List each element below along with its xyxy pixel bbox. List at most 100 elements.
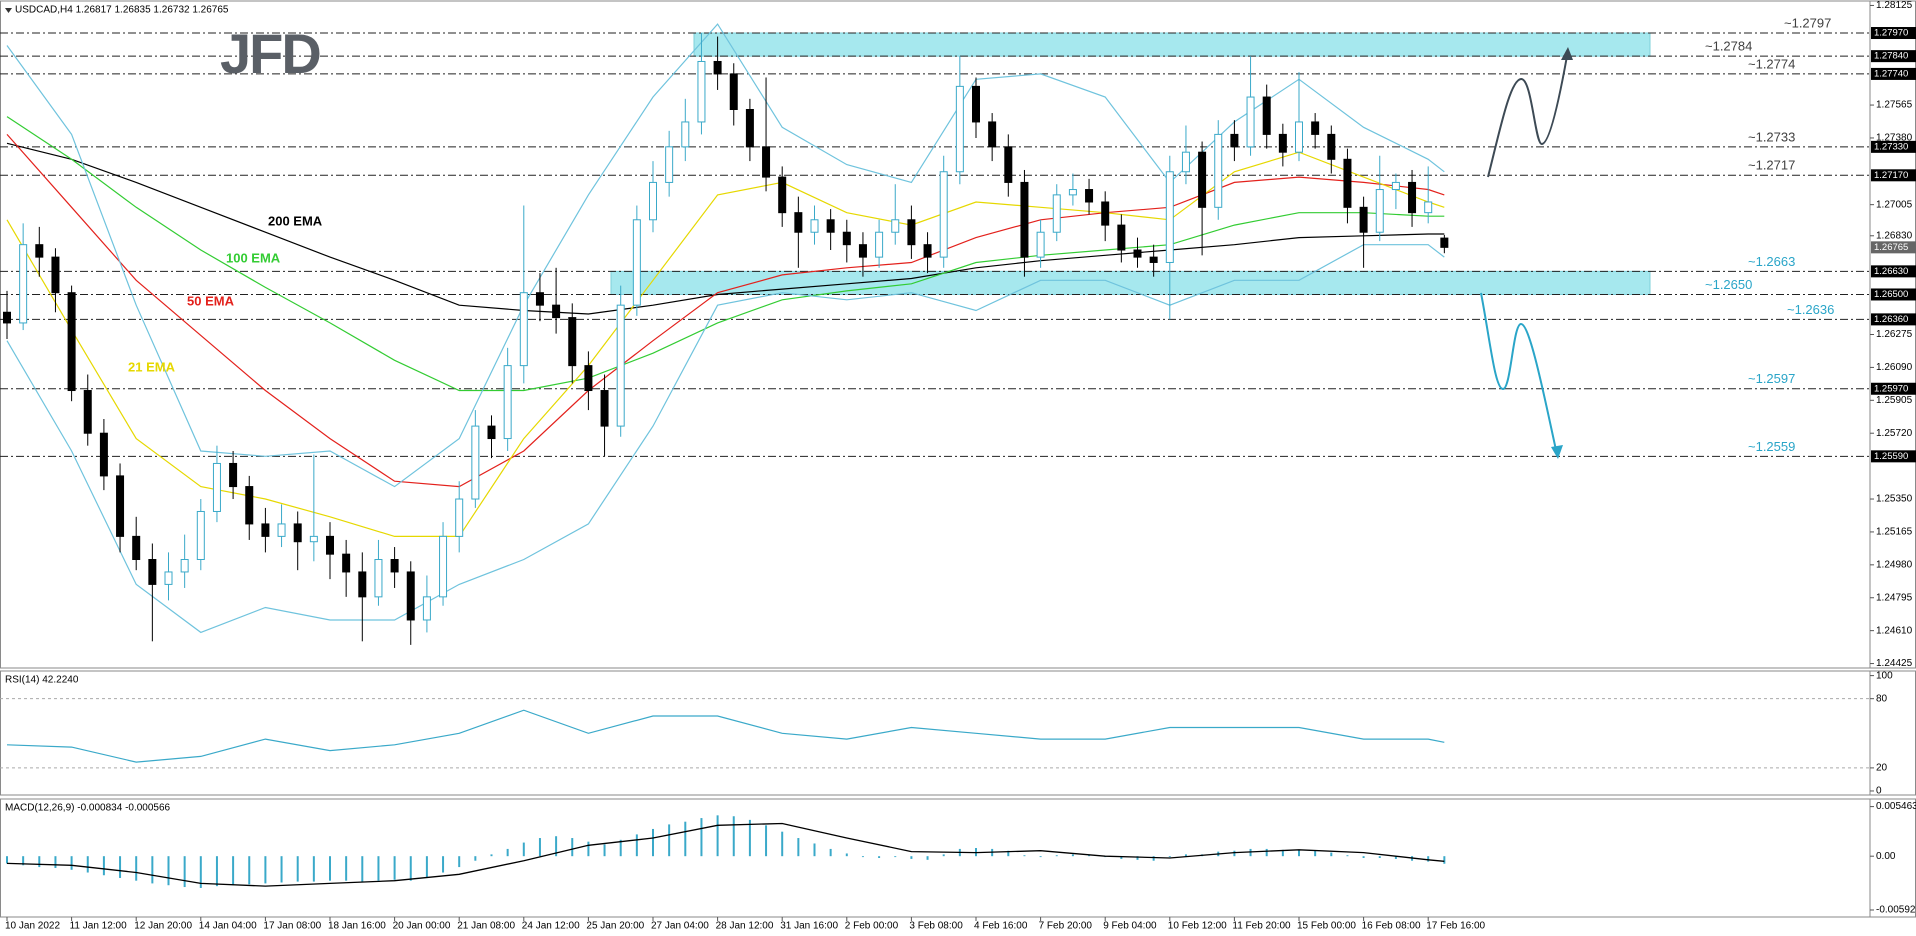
candle-body [487, 425, 496, 440]
ema-line [6, 151, 1445, 537]
x-tick-label: 21 Jan 08:00 [457, 921, 515, 932]
x-tick-label: 31 Jan 16:00 [780, 921, 838, 932]
candle-body [1117, 224, 1126, 251]
level-axis-label: 1.27170 [1874, 170, 1908, 181]
x-tick-label: 4 Feb 16:00 [974, 921, 1028, 932]
level-label: ~1.2559 [1748, 439, 1795, 454]
candle-body [326, 535, 334, 555]
y-tick-label: 1.24980 [1876, 559, 1913, 570]
level-axis-label: 1.26360 [1874, 314, 1908, 325]
candle-body [552, 304, 561, 319]
level-label: ~1.2650 [1705, 277, 1752, 292]
panel-title: RSI(14) 42.2240 [5, 675, 79, 686]
candle-body [196, 510, 205, 561]
candle-body [422, 596, 431, 621]
candle-body [1052, 194, 1061, 233]
level-axis-label: 1.27840 [1874, 51, 1908, 62]
candle-body [1246, 96, 1255, 148]
candle-body [1408, 181, 1417, 214]
candle-body [907, 219, 916, 246]
arrow-head [1561, 47, 1573, 60]
candle-body [455, 498, 464, 537]
x-tick-label: 28 Jan 12:00 [716, 921, 774, 932]
symbol-icon [5, 8, 12, 13]
candle-body [293, 523, 302, 543]
candle-body [1327, 133, 1336, 160]
candle-body [99, 432, 108, 477]
candle-body [1068, 189, 1077, 196]
candle-body [1359, 206, 1368, 233]
x-tick-label: 10 Jan 2022 [5, 921, 60, 932]
x-tick-label: 17 Feb 16:00 [1426, 921, 1485, 932]
candle-body [1101, 201, 1110, 226]
level-axis-box [1871, 450, 1916, 463]
candle-body [261, 523, 270, 537]
x-tick-label: 20 Jan 00:00 [393, 921, 451, 932]
candle-body [794, 212, 803, 233]
level-axis-label: 1.27970 [1874, 28, 1908, 39]
candle-body [180, 559, 189, 573]
candle-body [955, 85, 964, 173]
projection-up [1487, 47, 1573, 178]
y-tick-label: 0 [1876, 786, 1882, 797]
candle-body [1440, 237, 1449, 248]
candle-body [616, 304, 625, 427]
level-axis-box [1871, 50, 1916, 63]
x-tick-label: 15 Feb 00:00 [1297, 921, 1356, 932]
candle-body [778, 176, 787, 214]
level-axis-box [1871, 265, 1916, 278]
level-axis-box [1871, 382, 1916, 395]
candle-body [277, 523, 286, 537]
level-label: ~1.2774 [1748, 56, 1795, 71]
candle-body [681, 121, 690, 148]
candle-body [972, 85, 980, 123]
y-tick-label: 1.25350 [1876, 494, 1913, 505]
candle-body [1004, 146, 1013, 183]
candle-body [116, 475, 125, 537]
y-tick-label: 1.24610 [1876, 625, 1913, 636]
candle-body [1343, 158, 1352, 208]
y-tick-label: 80 [1876, 693, 1888, 704]
arrow-path [1480, 292, 1557, 451]
candle-body [519, 292, 528, 367]
candle-body [810, 219, 819, 233]
candle-body [132, 535, 141, 561]
level-axis-label: 1.26630 [1874, 266, 1908, 277]
candle-body [229, 462, 238, 488]
candle-body [406, 571, 415, 621]
candle-body [1085, 189, 1094, 203]
candle-body [471, 425, 480, 500]
legend-label: 100 EMA [226, 250, 281, 265]
level-axis-box [1871, 288, 1916, 301]
level-label: ~1.2797 [1784, 15, 1831, 30]
logo: JFD [220, 22, 320, 85]
x-tick-label: 17 Jan 08:00 [263, 921, 321, 932]
x-tick-label: 16 Feb 08:00 [1362, 921, 1421, 932]
y-tick-label: 1.25165 [1876, 527, 1913, 538]
band-line [6, 244, 1445, 634]
y-tick-label: 1.24795 [1876, 592, 1913, 603]
ema-line [6, 142, 1445, 315]
y-tick-label: 1.26830 [1876, 230, 1913, 241]
candle-body [1295, 121, 1303, 153]
x-tick-label: 7 Feb 20:00 [1039, 921, 1093, 932]
level-axis-box [1871, 313, 1916, 326]
level-label: ~1.2597 [1748, 371, 1795, 386]
level-axis-box [1871, 140, 1916, 153]
candle-body [358, 571, 367, 598]
candle-body [19, 244, 28, 324]
y-tick-label: 1.25720 [1876, 428, 1913, 439]
y-tick-label: -0.005927 [1876, 905, 1916, 916]
last-price-label: 1.26765 [1874, 242, 1908, 253]
candle-body [891, 219, 900, 233]
candle-body [858, 244, 867, 258]
candle-body [1375, 189, 1384, 233]
candle-body [988, 121, 997, 148]
candle-body [1020, 181, 1029, 258]
candle-body [439, 535, 448, 598]
x-tick-label: 24 Jan 12:00 [522, 921, 580, 932]
y-tick-label: 1.26275 [1876, 329, 1913, 340]
candle-body [535, 292, 544, 306]
